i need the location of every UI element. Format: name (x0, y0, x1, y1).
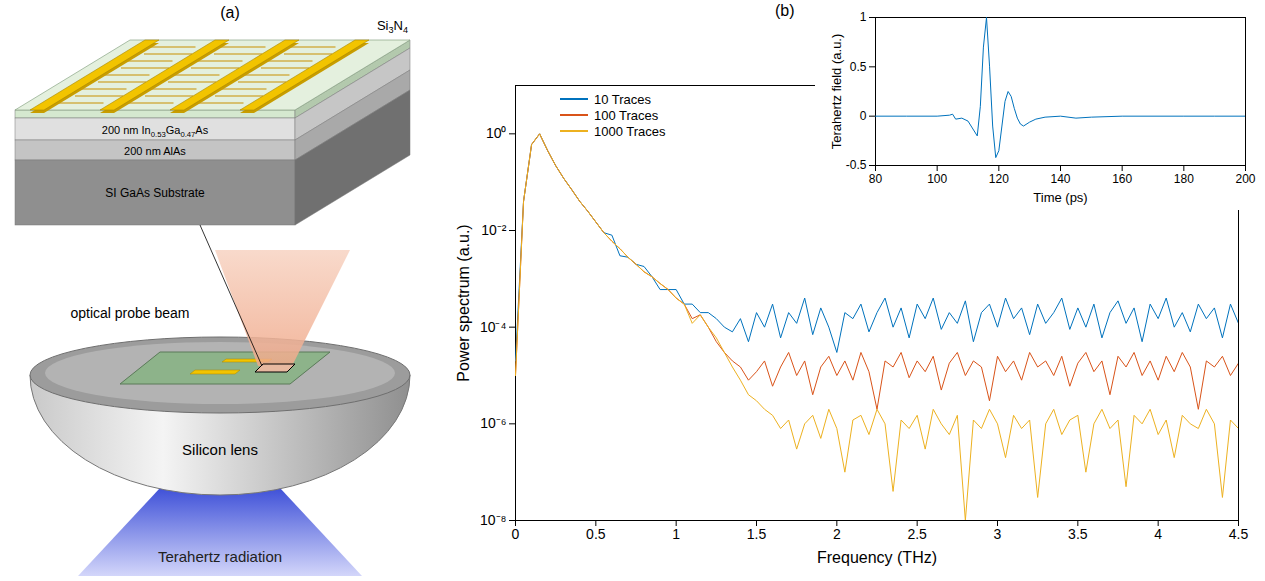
svg-text:2: 2 (833, 526, 841, 542)
svg-text:Time (ps): Time (ps) (1033, 190, 1087, 205)
html-text:10 Traces: 10 Traces (594, 91, 652, 107)
svg-text:Terahertz radiation: Terahertz radiation (158, 548, 282, 565)
svg-text:180: 180 (1174, 172, 1194, 186)
svg-text:10⁻²: 10⁻² (481, 222, 507, 238)
svg-text:200 nm AlAs: 200 nm AlAs (124, 145, 186, 157)
svg-text:optical probe beam: optical probe beam (70, 305, 189, 321)
svg-text:SI GaAs Substrate: SI GaAs Substrate (105, 186, 205, 200)
svg-text:Si3N4: Si3N4 (377, 18, 408, 35)
svg-text:160: 160 (1112, 172, 1132, 186)
svg-text:120: 120 (989, 172, 1009, 186)
svg-text:0: 0 (512, 526, 520, 542)
html-text:(b): (b) (775, 2, 795, 19)
svg-text:140: 140 (1050, 172, 1070, 186)
svg-text:0.5: 0.5 (586, 526, 606, 542)
svg-text:Power spectrum (a.u.): Power spectrum (a.u.) (455, 224, 472, 381)
svg-text:3.5: 3.5 (1068, 526, 1088, 542)
svg-text:100: 100 (927, 172, 947, 186)
svg-text:0.5: 0.5 (850, 60, 867, 74)
svg-text:4.5: 4.5 (1229, 526, 1249, 542)
svg-text:10⁻⁸: 10⁻⁸ (480, 512, 507, 528)
svg-text:4: 4 (1154, 526, 1162, 542)
svg-text:1: 1 (672, 526, 680, 542)
svg-text:10⁻⁶: 10⁻⁶ (480, 415, 506, 431)
svg-text:(a): (a) (220, 4, 240, 21)
html-text:1000 Traces: 1000 Traces (594, 123, 666, 139)
svg-text:0: 0 (860, 109, 867, 123)
svg-text:1.5: 1.5 (747, 526, 767, 542)
svg-text:1: 1 (860, 10, 867, 24)
svg-text:10⁰: 10⁰ (486, 125, 507, 141)
svg-text:10⁻⁴: 10⁻⁴ (480, 319, 507, 335)
svg-text:3: 3 (994, 526, 1002, 542)
svg-text:200: 200 (1235, 172, 1255, 186)
svg-text:Frequency (THz): Frequency (THz) (817, 549, 937, 566)
svg-text:80: 80 (869, 172, 883, 186)
html-text:100 Traces: 100 Traces (594, 107, 659, 123)
svg-text:-0.5: -0.5 (846, 158, 867, 172)
svg-text:Terahertz field (a.u.): Terahertz field (a.u.) (829, 34, 844, 150)
svg-text:Silicon lens: Silicon lens (182, 441, 258, 458)
svg-text:200 nm In0.53Ga0.47As: 200 nm In0.53Ga0.47As (102, 124, 209, 139)
svg-text:2.5: 2.5 (907, 526, 927, 542)
